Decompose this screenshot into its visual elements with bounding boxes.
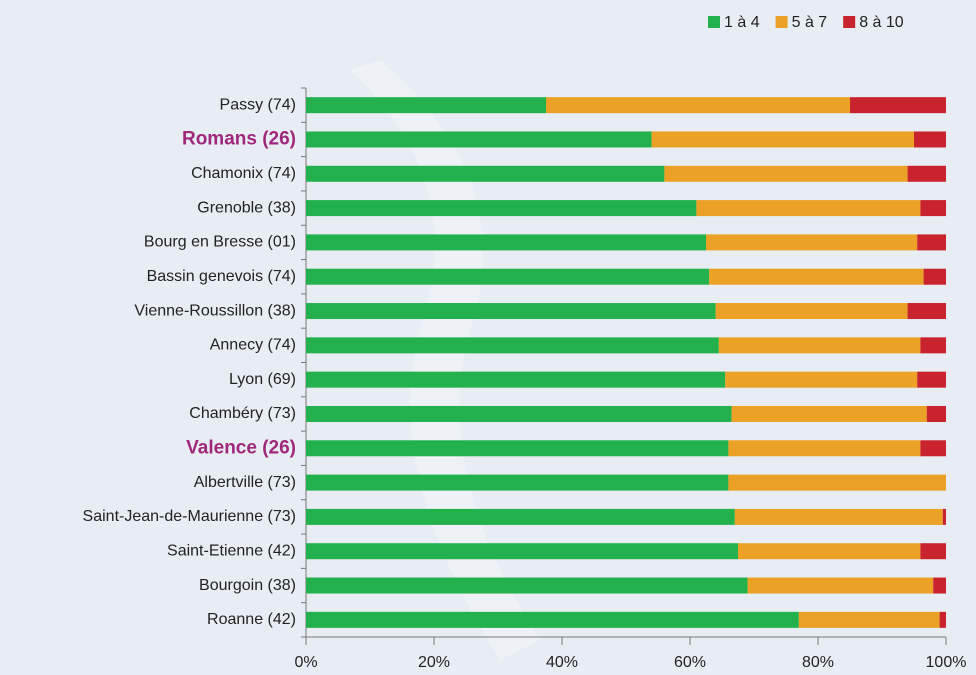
bar-segment <box>306 337 719 353</box>
category-label: Vienne-Roussillon (38) <box>134 302 296 319</box>
bar-segment <box>306 406 732 422</box>
bar-segment <box>306 509 735 525</box>
legend-label: 8 à 10 <box>859 14 904 31</box>
bar-segment <box>920 440 946 456</box>
bar-segment <box>306 475 728 491</box>
bar-segment <box>706 234 917 250</box>
category-label: Saint-Jean-de-Maurienne (73) <box>83 508 296 525</box>
category-label: Roanne (42) <box>207 611 296 628</box>
category-label: Bourgoin (38) <box>199 577 296 594</box>
x-tick-label: 100% <box>926 654 967 671</box>
bar-segment <box>306 269 709 285</box>
x-tick-label: 20% <box>418 654 450 671</box>
bar-segment <box>728 475 946 491</box>
category-label: Passy (74) <box>220 96 296 113</box>
legend-swatch <box>708 16 720 28</box>
bar-segment <box>920 543 946 559</box>
category-label: Grenoble (38) <box>197 199 296 216</box>
bar-segment <box>799 612 940 628</box>
x-tick-label: 80% <box>802 654 834 671</box>
bar-segment <box>306 372 725 388</box>
legend-label: 1 à 4 <box>724 14 760 31</box>
bar-segment <box>306 440 728 456</box>
bar-segment <box>920 200 946 216</box>
bar-segment <box>920 337 946 353</box>
category-label: Lyon (69) <box>229 371 296 388</box>
bar-segment <box>306 166 664 182</box>
category-label: Valence (26) <box>186 437 296 458</box>
bar-segment <box>306 303 716 319</box>
bar-segment <box>933 578 946 594</box>
bar-segment <box>719 337 921 353</box>
x-tick-label: 0% <box>294 654 317 671</box>
bar-segment <box>940 612 946 628</box>
bar-segment <box>306 200 696 216</box>
bar-segment <box>696 200 920 216</box>
bar-segment <box>908 303 946 319</box>
bar-segment <box>725 372 917 388</box>
bar-segment <box>732 406 927 422</box>
chart: 0% 20% 40% 60% 80% 100% Passy (74) Romans (26) C… <box>0 0 976 675</box>
bar-segment <box>908 166 946 182</box>
bar-segment <box>728 440 920 456</box>
category-label: Chambéry (73) <box>189 405 296 422</box>
bar-segment <box>306 578 748 594</box>
category-label: Bourg en Bresse (01) <box>144 234 296 251</box>
bar-segment <box>924 269 946 285</box>
bar-segment <box>735 509 943 525</box>
category-label: Chamonix (74) <box>191 165 296 182</box>
bar-segment <box>306 543 738 559</box>
x-tick-label: 40% <box>546 654 578 671</box>
bar-segment <box>914 131 946 147</box>
bar-segment <box>306 612 799 628</box>
category-label: Bassin genevois (74) <box>147 268 296 285</box>
legend-label: 5 à 7 <box>792 14 828 31</box>
bar-segment <box>943 509 946 525</box>
bar-segment <box>664 166 907 182</box>
category-label: Albertville (73) <box>194 474 296 491</box>
bar-segment <box>748 578 934 594</box>
bar-segment <box>306 234 706 250</box>
bar-segment <box>850 97 946 113</box>
bar-segment <box>709 269 923 285</box>
legend-swatch <box>843 16 855 28</box>
watermark <box>350 60 540 660</box>
category-label: Romans (26) <box>182 128 296 149</box>
bar-segment <box>738 543 920 559</box>
bar-segment <box>716 303 908 319</box>
category-label: Saint-Etienne (42) <box>167 542 296 559</box>
legend-swatch <box>776 16 788 28</box>
x-tick-label: 60% <box>674 654 706 671</box>
bar-segment <box>306 97 546 113</box>
bar-segment <box>917 234 946 250</box>
category-label: Annecy (74) <box>210 337 296 354</box>
bar-segment <box>652 131 914 147</box>
bar-segment <box>306 131 652 147</box>
bar-segment <box>917 372 946 388</box>
bar-segment <box>927 406 946 422</box>
bar-segment <box>546 97 850 113</box>
